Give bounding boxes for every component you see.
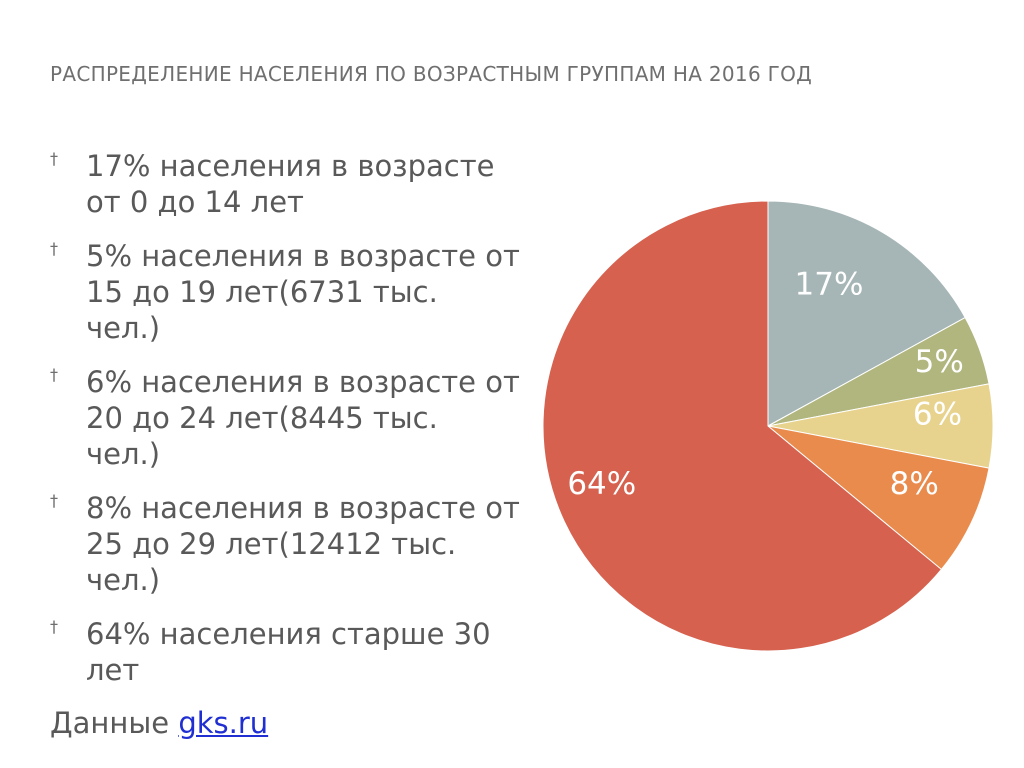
pie-slice-label: 17%: [795, 266, 864, 302]
pie-slice: [767, 200, 966, 427]
bullet-item: † 6% населения в возрасте от 20 до 24 ле…: [50, 364, 520, 472]
bullet-list: † 17% населения в возрасте от 0 до 14 ле…: [50, 148, 520, 706]
bullet-item: † 5% населения в возрасте от 15 до 19 ле…: [50, 238, 520, 346]
pie-slice: [542, 200, 943, 652]
pie-slice-label: 5%: [915, 344, 964, 380]
pie-slice-label: 64%: [567, 466, 636, 502]
hourglass-bullet-icon: †: [50, 149, 58, 168]
bullet-text: 6% населения в возрасте от 20 до 24 лет(…: [86, 365, 520, 471]
bullet-item: † 17% населения в возрасте от 0 до 14 ле…: [50, 148, 520, 220]
source-link[interactable]: gks.ru: [178, 706, 269, 740]
source-line: Данные gks.ru: [50, 705, 268, 741]
slide-title: РАСПРЕДЕЛЕНИЕ НАСЕЛЕНИЯ ПО ВОЗРАСТНЫМ ГР…: [50, 62, 813, 86]
hourglass-bullet-icon: †: [50, 491, 58, 510]
bullet-text: 17% населения в возрасте от 0 до 14 лет: [86, 149, 495, 219]
bullet-text: 64% населения старше 30 лет: [86, 617, 491, 687]
hourglass-bullet-icon: †: [50, 239, 58, 258]
pie-slice: [767, 425, 990, 571]
hourglass-bullet-icon: †: [50, 617, 58, 636]
bullet-text: 5% населения в возрасте от 15 до 19 лет(…: [86, 239, 520, 345]
pie-slice-label: 8%: [890, 466, 939, 502]
bullet-text: 8% населения в возрасте от 25 до 29 лет(…: [86, 491, 520, 597]
pie-slice-label: 6%: [913, 397, 962, 433]
bullet-item: † 8% населения в возрасте от 25 до 29 ле…: [50, 490, 520, 598]
hourglass-bullet-icon: †: [50, 365, 58, 384]
bullet-item: † 64% населения старше 30 лет: [50, 616, 520, 688]
source-prefix: Данные: [50, 706, 179, 740]
